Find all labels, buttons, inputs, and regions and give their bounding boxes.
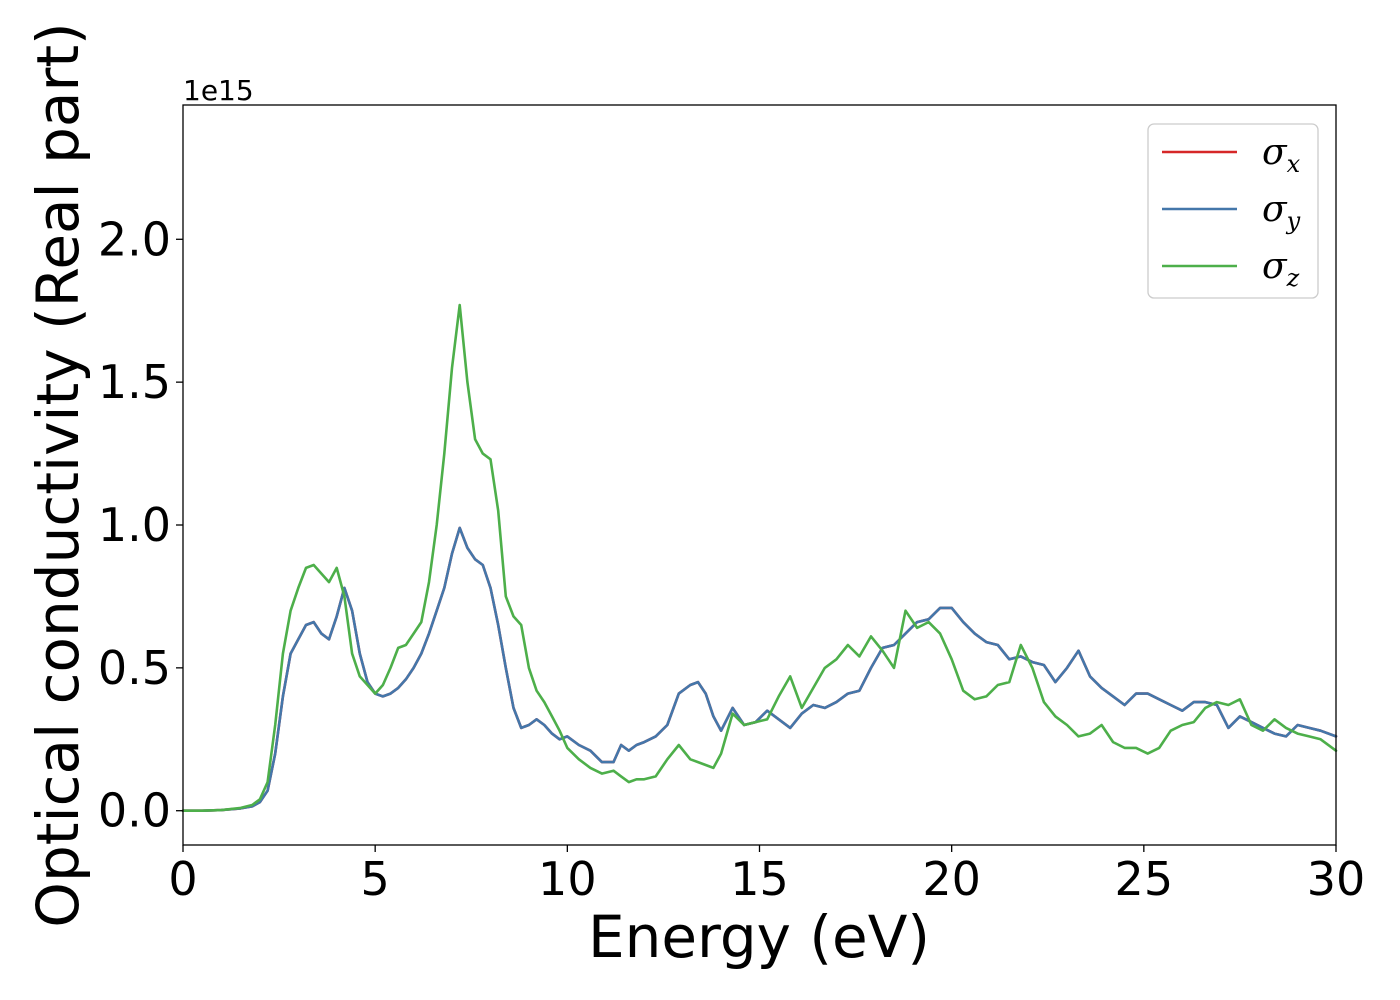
y-tick-label: 0.0 — [98, 784, 171, 838]
series-line-2 — [181, 526, 1338, 813]
x-axis-ticks: 0 5 10 15 20 25 30 — [168, 845, 1365, 906]
y-axis-label: Optical conductivity (Real part) — [24, 22, 92, 927]
y-offset-label: 1e15 — [183, 74, 254, 107]
y-tick-label: 1.5 — [98, 355, 171, 409]
x-tick-label: 15 — [730, 852, 789, 906]
y-tick-label: 2.0 — [98, 212, 171, 266]
legend-label-2: σy — [1262, 189, 1301, 235]
x-tick-label: 30 — [1307, 852, 1366, 906]
x-tick-label: 20 — [922, 852, 981, 906]
x-tick-label: 0 — [168, 852, 197, 906]
series-lines — [181, 303, 1338, 813]
legend-label-1: σx — [1262, 132, 1301, 178]
legend-box — [1147, 123, 1319, 299]
y-tick-label: 1.0 — [98, 498, 171, 552]
series-line-3 — [181, 303, 1338, 813]
legend: σx σy σz — [1147, 123, 1319, 299]
x-tick-label: 10 — [538, 852, 597, 906]
x-tick-label: 25 — [1115, 852, 1174, 906]
y-tick-label: 0.5 — [98, 641, 171, 695]
legend-label-3: σz — [1262, 246, 1300, 292]
x-axis-label: Energy (eV) — [588, 903, 930, 971]
x-tick-label: 5 — [361, 852, 390, 906]
y-axis-ticks: 0.0 0.5 1.0 1.5 2.0 — [98, 212, 183, 838]
